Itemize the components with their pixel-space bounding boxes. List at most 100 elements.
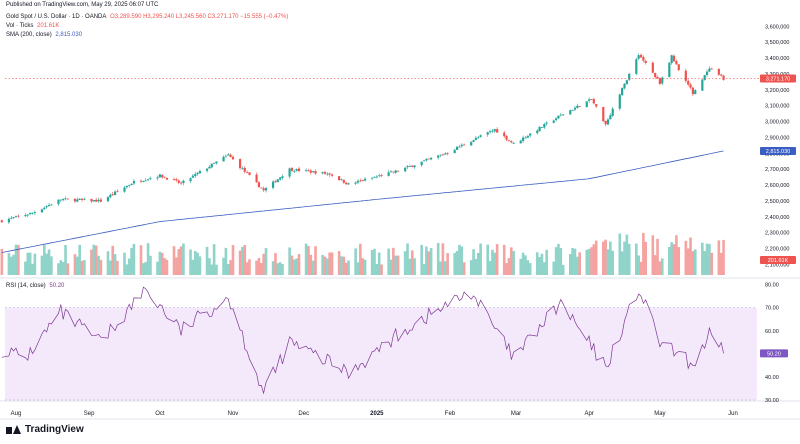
volume-bar (326, 258, 329, 275)
candle (328, 173, 331, 175)
volume-bar (59, 260, 63, 275)
volume-bar (109, 260, 112, 275)
candle (330, 174, 334, 176)
candle (144, 180, 147, 182)
candle (354, 182, 357, 184)
candle (146, 179, 150, 181)
candle (578, 106, 581, 108)
candle (128, 185, 131, 187)
volume-bar (625, 234, 629, 275)
volume-bar (158, 251, 162, 275)
volume-bar (408, 258, 412, 275)
volume-bar (130, 247, 133, 275)
volume-bar (196, 252, 199, 275)
volume-bar (40, 255, 44, 275)
candle (413, 165, 416, 168)
volume-bar (377, 252, 381, 275)
candle (113, 191, 117, 196)
candle (224, 155, 228, 157)
rsi-y-tick-label: 40.00 (765, 375, 779, 381)
y-tick-label: 3,600,000 (765, 24, 789, 30)
candle (510, 141, 513, 143)
candle (521, 137, 525, 141)
candle (139, 180, 143, 182)
candle (125, 185, 128, 188)
volume-bar (210, 264, 214, 275)
volume-bar (274, 253, 277, 275)
candle (493, 129, 496, 132)
candle (604, 120, 607, 125)
candle (347, 183, 350, 185)
volume-bar (441, 243, 445, 275)
x-tick-label: Apr (584, 411, 593, 417)
candle (80, 198, 84, 200)
last-price-tag (760, 74, 796, 83)
candle (109, 194, 112, 198)
candle (444, 153, 447, 155)
candle (149, 178, 152, 180)
volume-bar (92, 244, 96, 275)
candle (569, 110, 572, 115)
candle (12, 217, 15, 218)
candle (540, 127, 544, 128)
volume-bar (222, 257, 225, 275)
symbol-legend[interactable]: Gold Spot / U.S. Dollar · 1D · OANDA O3,… (6, 14, 290, 20)
volume-bar (396, 255, 400, 275)
volume-bar (116, 260, 119, 275)
candle (446, 153, 449, 154)
volume-bar (61, 261, 65, 275)
candle (57, 199, 60, 205)
volume-bar (226, 264, 230, 275)
candle (602, 106, 605, 122)
rsi-legend[interactable]: RSI (14, close) 50.20 (6, 283, 66, 289)
rsi-band (5, 307, 757, 400)
candle (62, 199, 65, 201)
tradingview-watermark: TradingView (6, 424, 84, 435)
volume-bar (31, 263, 34, 275)
candle (618, 94, 621, 109)
volume-bar (160, 252, 164, 275)
rsi-y-tick-label: 80.00 (765, 283, 779, 289)
volume-bar (328, 252, 331, 275)
volume-bar (342, 256, 346, 275)
candle (628, 73, 631, 80)
volume-bar (321, 254, 324, 275)
y-tick-label: 2,400,000 (765, 215, 789, 221)
volume-bar (509, 247, 513, 275)
volume-bar (507, 258, 511, 275)
volume-bar (590, 247, 593, 275)
candle (66, 198, 69, 200)
volume-bar (587, 248, 591, 275)
rsi-y-tick-label: 70.00 (765, 306, 779, 312)
candle (307, 170, 310, 172)
volume-bar (262, 253, 265, 275)
candle (222, 156, 225, 162)
candle (208, 166, 211, 169)
candle (323, 172, 327, 174)
candle (637, 55, 640, 59)
candle (205, 168, 209, 171)
volume-bar (528, 263, 532, 275)
volume-bar (189, 249, 192, 275)
volume-legend[interactable]: Vol · Ticks 201.61K (6, 23, 61, 29)
volume-bar (175, 257, 178, 275)
candle (45, 206, 48, 208)
volume-bar (248, 259, 251, 275)
candle (0, 220, 3, 223)
candle (198, 170, 202, 174)
volume-bar (422, 264, 426, 275)
volume-bar (127, 258, 131, 275)
candle (260, 187, 263, 189)
volume-bar (212, 244, 216, 275)
volume-bar (47, 249, 51, 275)
volume-bar (491, 249, 494, 275)
volume-bar (323, 256, 327, 275)
volume-bar (17, 245, 20, 275)
volume-bar (198, 256, 202, 275)
sma-legend[interactable]: SMA (200, close) 2,815.030 (6, 32, 84, 38)
candle (231, 156, 235, 160)
candle (175, 179, 178, 181)
candle (161, 174, 164, 178)
volume-bar (370, 249, 374, 275)
